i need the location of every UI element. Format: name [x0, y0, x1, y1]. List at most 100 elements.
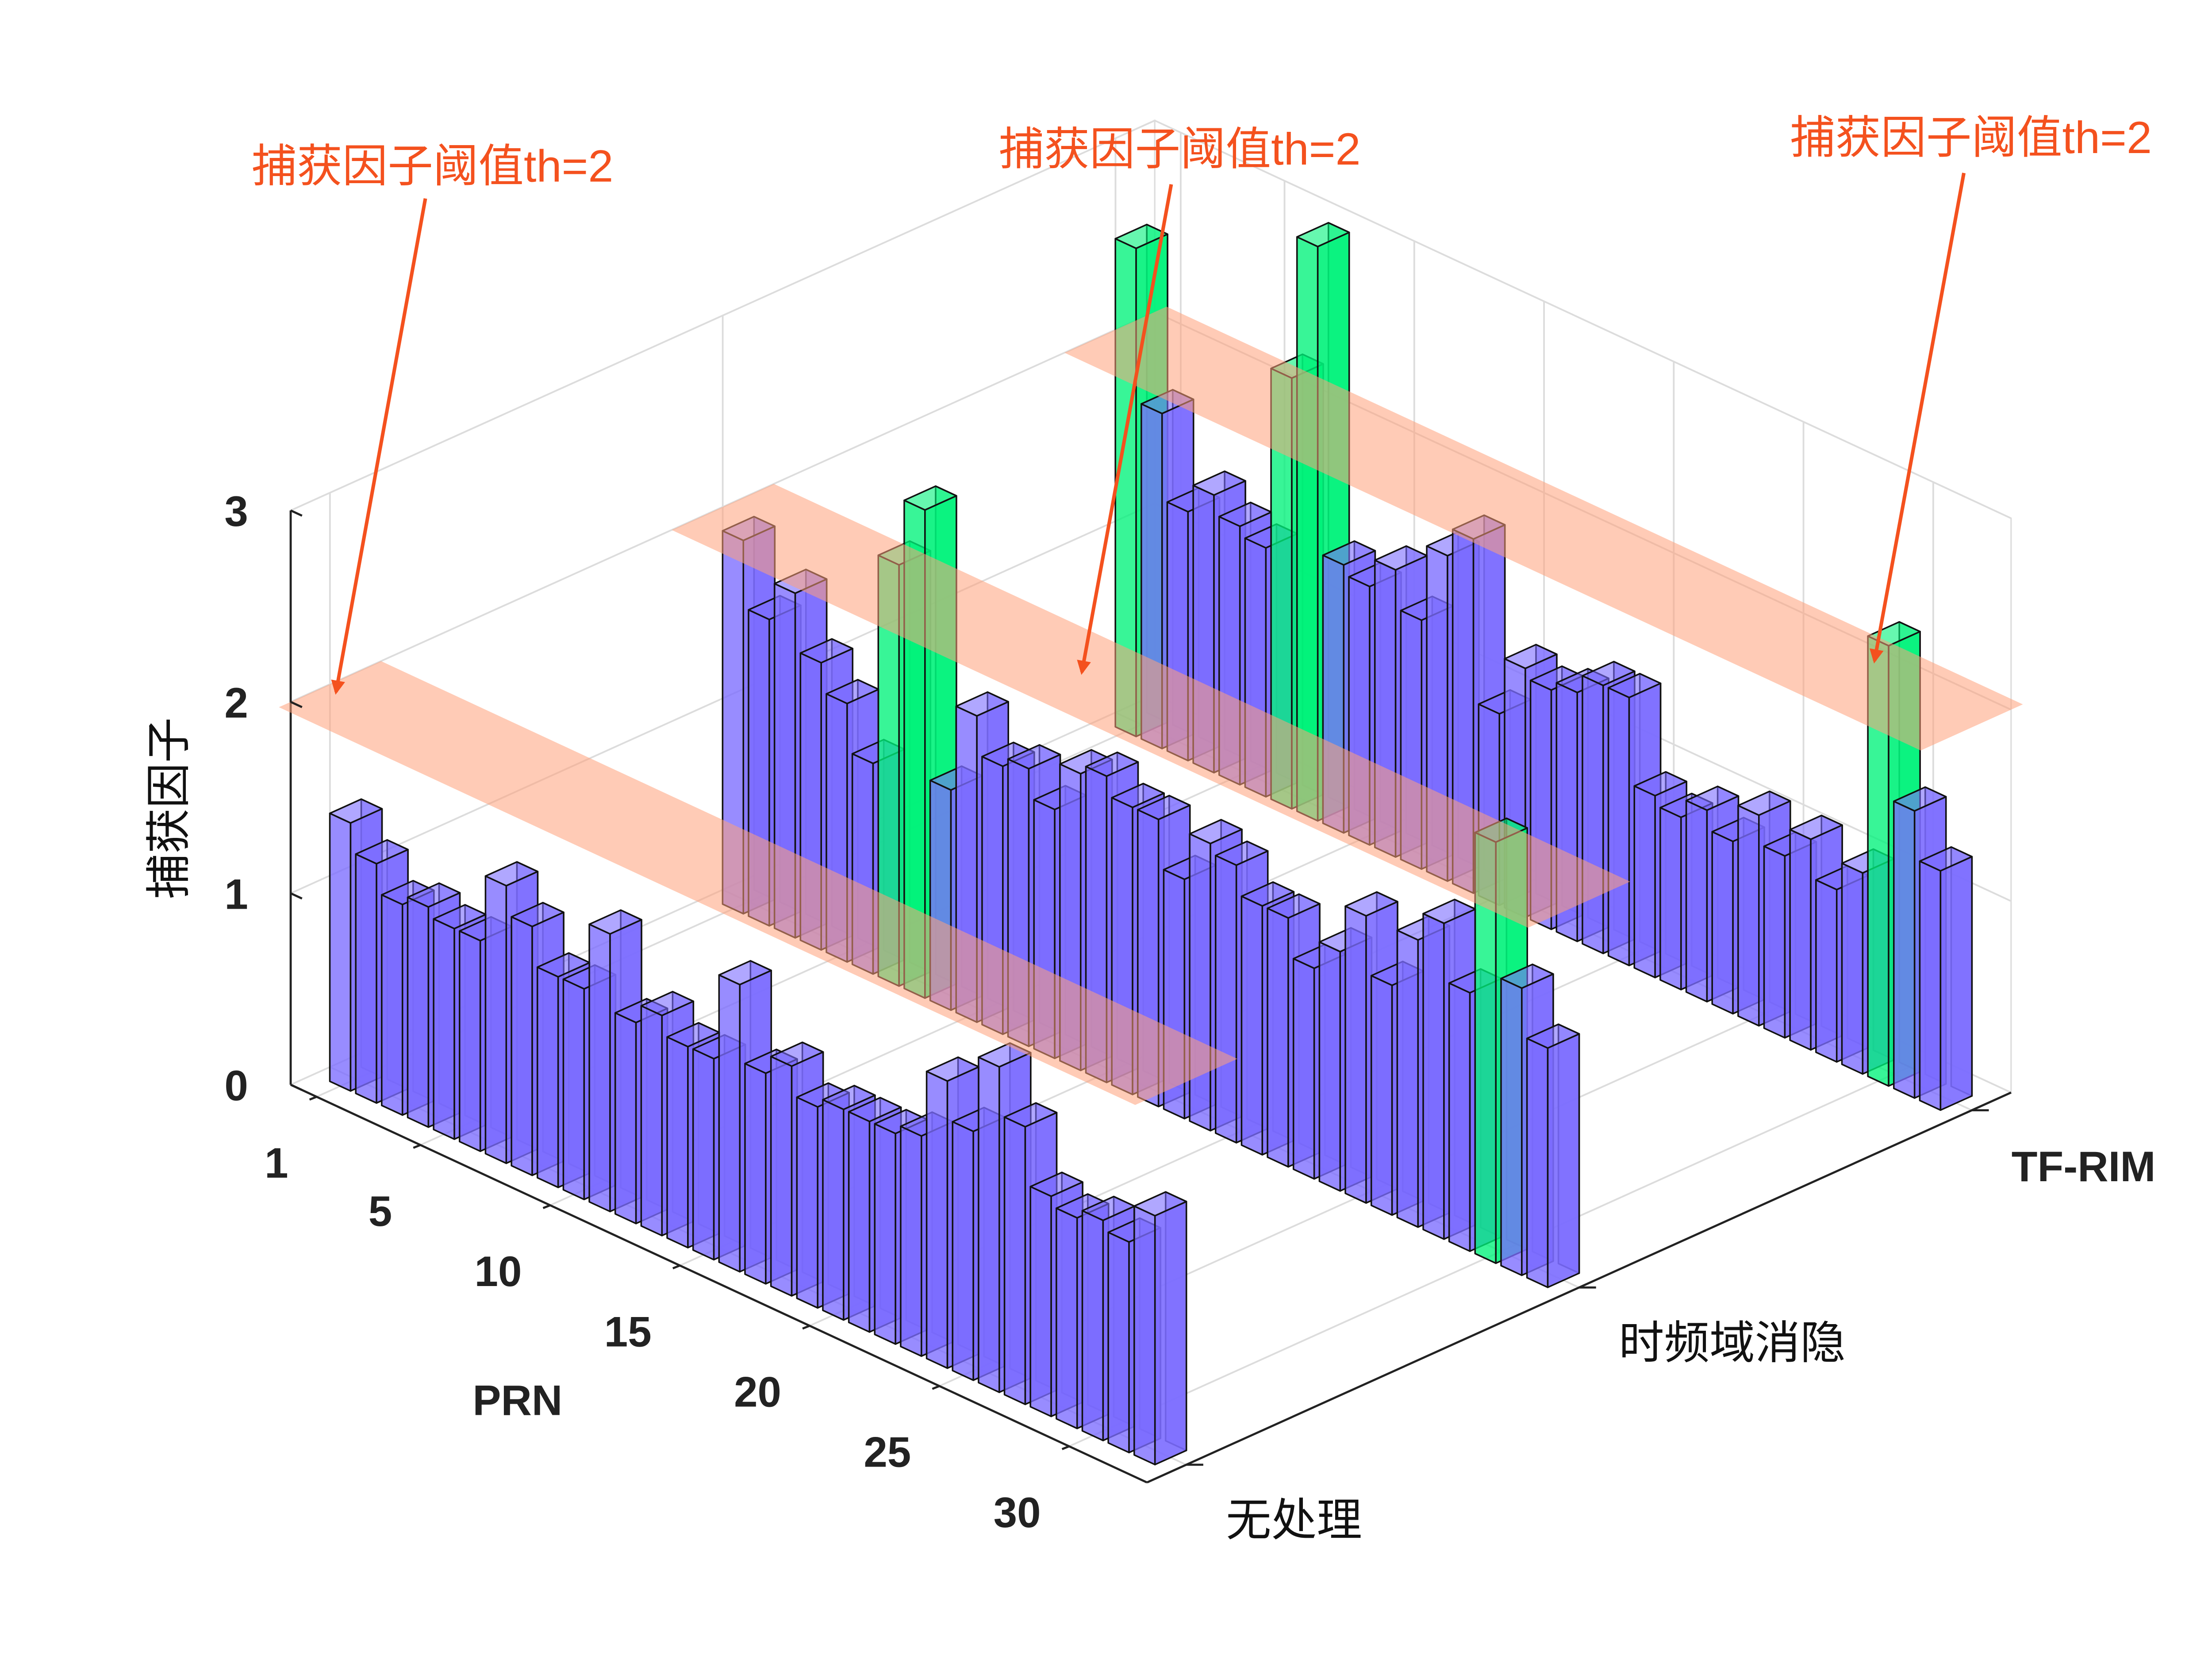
bar: [1919, 846, 1973, 1111]
bar-face: [822, 1085, 876, 1110]
bar-face: [1789, 814, 1843, 840]
bar-face: [1056, 1207, 1078, 1429]
bar-face: [1370, 975, 1393, 1216]
threshold-plane: [279, 661, 1237, 1105]
annotation-arrow: [1077, 184, 1173, 675]
bar-face: [978, 1056, 1000, 1393]
bar-face: [640, 1005, 663, 1237]
z-tick-label: 1: [224, 871, 248, 918]
bar-face: [1214, 855, 1237, 1144]
x-tick-label: 15: [604, 1308, 652, 1356]
bar-face: [1547, 1033, 1580, 1288]
bar-face: [1029, 1171, 1083, 1197]
bar-face: [1607, 687, 1630, 967]
grid-line: [1154, 119, 2012, 519]
bar-face: [1085, 751, 1139, 777]
bar-face: [1939, 856, 1973, 1111]
z-tick: [290, 1083, 303, 1091]
x-tick-label: 10: [475, 1248, 522, 1295]
bar-face: [1344, 905, 1367, 1204]
z-tick: [290, 892, 303, 900]
bar-face: [900, 1125, 922, 1357]
bar-face: [1582, 661, 1636, 687]
bar-face: [1192, 470, 1246, 496]
bar-face: [1396, 929, 1419, 1228]
x-tick-label: 20: [734, 1368, 781, 1416]
bar-face: [562, 978, 585, 1200]
bar-face: [744, 1063, 767, 1285]
z-tick-label: 3: [224, 488, 248, 535]
annotation-arrow: [1870, 173, 1966, 664]
bar-face: [1500, 978, 1523, 1276]
x-tick: [542, 1204, 551, 1210]
bar: [1526, 1023, 1580, 1288]
series-tick-label: TF-RIM: [2012, 1143, 2156, 1190]
bar-face: [1685, 785, 1740, 811]
bar-face: [1154, 1201, 1187, 1466]
bar-face: [355, 839, 409, 865]
bar-face: [666, 1036, 689, 1248]
bar-face: [1737, 791, 1791, 816]
x-tick: [309, 1095, 317, 1101]
bar-face: [1789, 829, 1812, 1051]
bar-face: [952, 1121, 974, 1381]
series-tick-label: 时频域消隐: [1619, 1317, 1846, 1368]
bar-face: [1815, 879, 1838, 1063]
x-tick: [413, 1144, 421, 1149]
bar-face: [718, 960, 772, 986]
bar-face: [1633, 785, 1656, 979]
annotation: 捕获因子阈值th=2: [999, 123, 1361, 174]
bar-face: [1344, 891, 1398, 917]
bar-face: [536, 966, 559, 1188]
bar-face: [718, 974, 741, 1273]
x-tick-label: 25: [864, 1429, 911, 1476]
bar-face: [355, 853, 377, 1104]
annotation: 捕获因子阈值th=2: [252, 140, 614, 191]
bar-face: [903, 485, 957, 511]
bar-face: [459, 930, 481, 1152]
bar-face: [1240, 895, 1263, 1156]
bar-face: [1267, 907, 1289, 1168]
bar-face: [1240, 881, 1295, 907]
bar-face: [1296, 222, 1350, 248]
bar-face: [955, 691, 1009, 717]
bar-face: [1500, 964, 1554, 989]
x-axis-label: PRN: [472, 1377, 562, 1425]
bar-face: [588, 909, 642, 935]
bar-face: [822, 1099, 845, 1321]
bar-face: [1919, 846, 1973, 872]
bar-face: [1214, 840, 1269, 866]
bar-face: [640, 991, 695, 1017]
bar-face: [1893, 786, 1947, 812]
z-tick: [290, 509, 303, 517]
bar-face: [1711, 831, 1734, 1015]
bar-face: [1318, 941, 1341, 1192]
bar-face: [1267, 893, 1321, 919]
bar-face: [770, 1041, 824, 1067]
bar-face: [1633, 771, 1687, 797]
bar: [1133, 1191, 1187, 1466]
bar-face: [1893, 800, 1916, 1099]
bar-face: [1111, 783, 1165, 808]
bar-face: [588, 923, 611, 1213]
bar-face: [1919, 860, 1942, 1111]
bars: [279, 222, 2023, 1466]
bar-face: [1081, 1210, 1104, 1441]
bar-face: [926, 1071, 949, 1369]
annotation-arrow: [331, 198, 427, 695]
bar-face: [1007, 744, 1061, 770]
bar-face: [329, 812, 352, 1092]
bar-face: [511, 916, 533, 1176]
bar-face: [329, 798, 383, 824]
bar-face: [1003, 1102, 1058, 1128]
bar-face: [407, 896, 430, 1128]
bar-face: [1422, 913, 1445, 1240]
x-tick: [1061, 1445, 1070, 1450]
bar-face: [433, 918, 455, 1140]
x-tick-label: 5: [369, 1188, 392, 1235]
bar-face: [1526, 1037, 1549, 1288]
bar-face: [874, 1123, 896, 1345]
bar-face: [407, 882, 461, 908]
